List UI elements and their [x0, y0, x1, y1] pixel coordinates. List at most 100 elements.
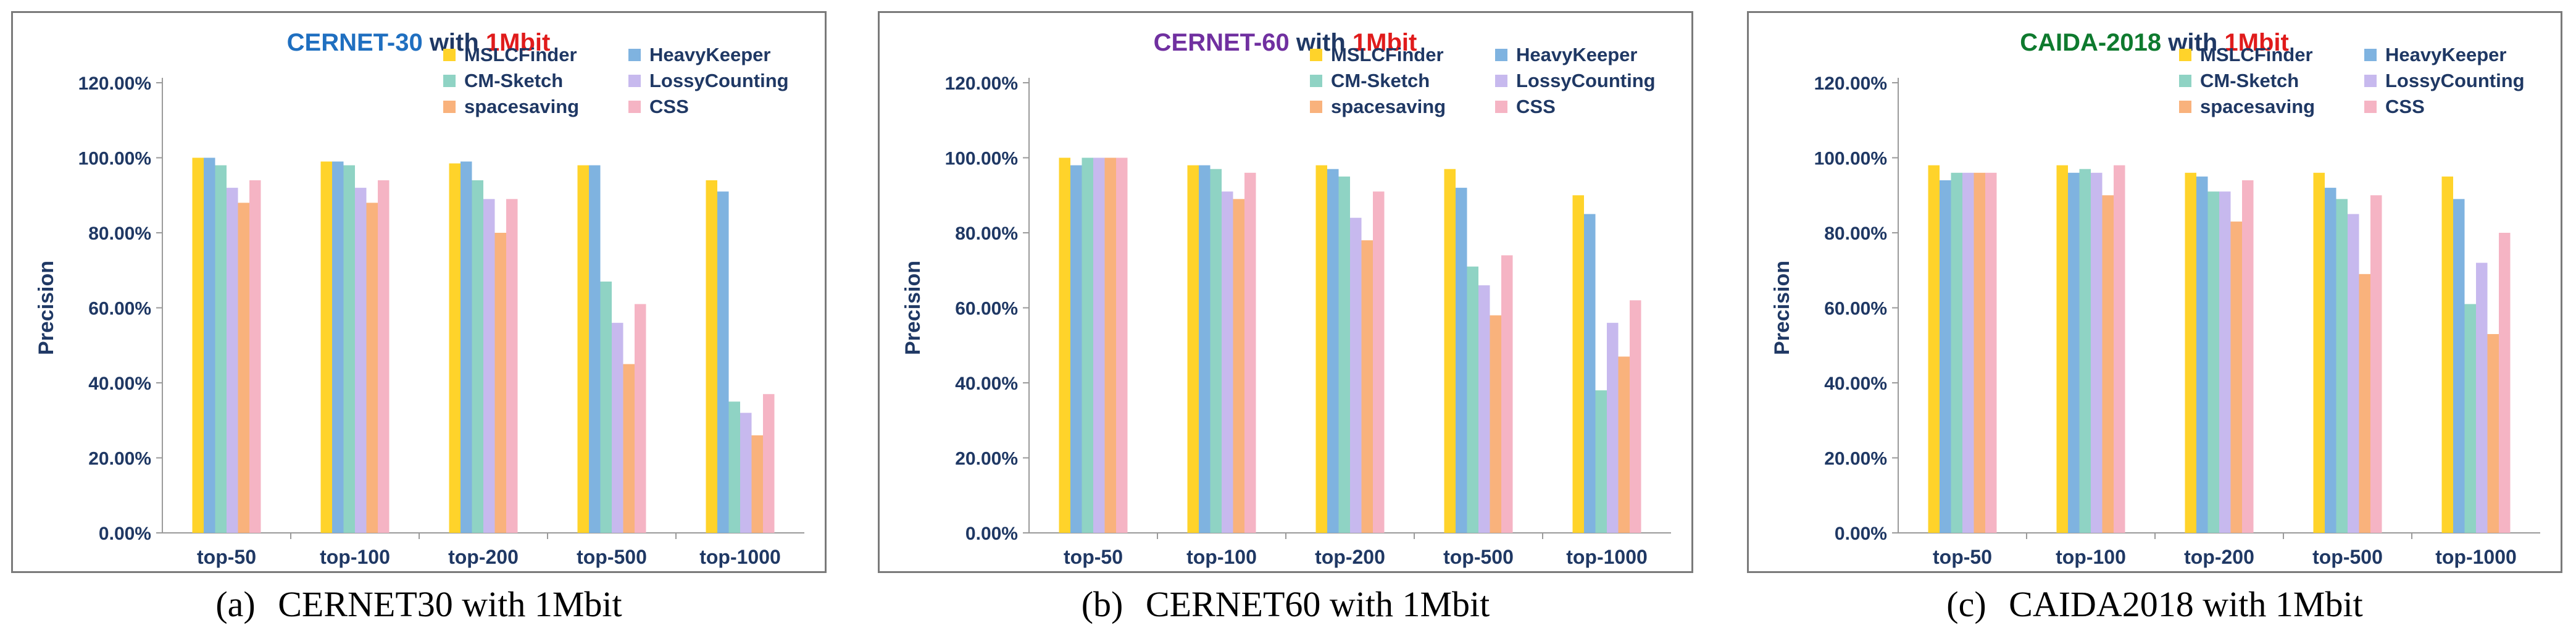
legend-swatch-mslcfinder	[443, 49, 456, 61]
bar-cm-sketch-top-200	[472, 180, 483, 533]
x-tick-label: top-50	[1933, 546, 1992, 568]
y-tick-label: 20.00%	[88, 449, 151, 469]
x-tick-label: top-1000	[699, 546, 781, 568]
bar-spacesaving-top-100	[1233, 199, 1244, 533]
x-tick-label: top-1000	[2435, 546, 2517, 568]
bar-lossycounting-top-500	[612, 322, 623, 533]
bar-mslcfinder-top-50	[1928, 165, 1940, 533]
bar-mslcfinder-top-200	[449, 163, 461, 533]
bar-css-top-50	[1116, 157, 1128, 533]
bar-heavykeeper-top-50	[1940, 180, 1951, 533]
bar-mslcfinder-top-50	[1059, 157, 1070, 533]
chart-panel-a-frame	[11, 11, 827, 573]
chart-panel-c-frame	[1747, 11, 2562, 573]
legend-swatch-heavykeeper	[628, 49, 641, 61]
y-tick-label: 60.00%	[1824, 299, 1887, 319]
bar-mslcfinder-top-200	[1315, 165, 1327, 533]
bar-heavykeeper-top-1000	[2453, 199, 2465, 533]
legend-swatch-lossycounting	[628, 75, 641, 87]
caption-a-text: CERNET30 with 1Mbit	[278, 584, 622, 624]
bar-heavykeeper-top-500	[589, 165, 601, 533]
bar-lossycounting-top-1000	[2476, 262, 2488, 533]
legend-swatch-spacesaving	[1310, 101, 1322, 113]
bar-lossycounting-top-200	[483, 199, 495, 533]
y-tick-label: 80.00%	[955, 224, 1018, 244]
x-tick-label: top-200	[1315, 546, 1385, 568]
bar-spacesaving-top-1000	[1618, 356, 1630, 533]
bar-mslcfinder-top-100	[320, 161, 332, 533]
bar-spacesaving-top-500	[1490, 315, 1501, 533]
legend-label-mslcfinder: MSLCFinder	[2200, 44, 2313, 65]
legend-swatch-cm-sketch	[443, 75, 456, 87]
bar-spacesaving-top-1000	[2487, 334, 2499, 533]
bar-spacesaving-top-500	[2359, 274, 2370, 533]
bar-cm-sketch-top-200	[2207, 191, 2219, 533]
legend-swatch-css	[1495, 101, 1507, 113]
bar-css-top-1000	[2499, 233, 2511, 533]
caption-b-text: CERNET60 with 1Mbit	[1145, 584, 1490, 624]
bar-lossycounting-top-100	[355, 188, 367, 533]
legend-swatch-css	[628, 101, 641, 113]
x-tick-label: top-500	[577, 546, 647, 568]
bar-heavykeeper-top-200	[1327, 169, 1339, 533]
bar-heavykeeper-top-500	[1456, 188, 1467, 533]
bar-spacesaving-top-200	[2230, 221, 2242, 533]
y-tick-label: 20.00%	[1824, 449, 1887, 469]
bar-cm-sketch-top-1000	[728, 401, 740, 533]
bar-mslcfinder-top-200	[2185, 172, 2196, 533]
legend-swatch-lossycounting	[2364, 75, 2377, 87]
chart-title-memory: 1Mbit	[486, 29, 550, 56]
y-axis-label: Precision	[901, 261, 925, 355]
bar-mslcfinder-top-500	[2313, 172, 2325, 533]
x-tick-label: top-50	[197, 546, 256, 568]
bar-css-top-50	[249, 180, 261, 533]
legend-label-lossycounting: LossyCounting	[649, 70, 789, 91]
y-tick-label: 120.00%	[1814, 73, 1887, 94]
bar-cm-sketch-top-500	[1467, 266, 1478, 533]
bar-cm-sketch-top-100	[343, 165, 355, 533]
legend-label-heavykeeper: HeavyKeeper	[2385, 44, 2506, 65]
y-tick-label: 80.00%	[1824, 224, 1887, 244]
legend-label-css: CSS	[649, 96, 689, 117]
bar-cm-sketch-top-50	[1951, 172, 1962, 533]
bar-mslcfinder-top-500	[577, 165, 589, 533]
bar-lossycounting-top-50	[227, 188, 238, 533]
chart-title: CAIDA-2018 with 1Mbit	[2020, 29, 2289, 56]
x-tick-label: top-500	[1443, 546, 1514, 568]
legend-swatch-heavykeeper	[1495, 49, 1507, 61]
chart-title-with: with	[2161, 29, 2224, 56]
y-axis-label: Precision	[1770, 261, 1794, 355]
x-tick-label: top-500	[2312, 546, 2383, 568]
bar-spacesaving-top-50	[1974, 172, 1985, 533]
legend-label-mslcfinder: MSLCFinder	[464, 44, 577, 65]
bar-css-top-200	[1373, 191, 1385, 533]
bar-heavykeeper-top-50	[1070, 165, 1082, 533]
bar-spacesaving-top-200	[494, 233, 506, 533]
bar-lossycounting-top-200	[1350, 217, 1362, 533]
bar-lossycounting-top-1000	[740, 412, 752, 533]
bar-spacesaving-top-100	[366, 203, 378, 533]
y-tick-label: 20.00%	[955, 449, 1018, 469]
bar-css-top-200	[506, 199, 518, 533]
bar-cm-sketch-top-50	[1082, 157, 1093, 533]
caption-c: (c) CAIDA2018 with 1Mbit	[1747, 584, 2562, 625]
bar-cm-sketch-top-50	[215, 165, 227, 533]
chart-title-dataset: CERNET-30	[287, 29, 423, 56]
bar-lossycounting-top-100	[1222, 191, 1233, 533]
bar-lossycounting-top-1000	[1607, 322, 1619, 533]
bar-css-top-50	[1985, 172, 1997, 533]
bar-heavykeeper-top-100	[332, 161, 344, 533]
legend-swatch-lossycounting	[1495, 75, 1507, 87]
y-axis-label: Precision	[35, 261, 58, 355]
chart-title-memory: 1Mbit	[2224, 29, 2288, 56]
bar-mslcfinder-top-1000	[2441, 176, 2453, 533]
bar-css-top-500	[635, 304, 646, 533]
y-tick-label: 40.00%	[955, 374, 1018, 394]
bar-css-top-100	[1244, 172, 1256, 533]
legend-swatch-mslcfinder	[1310, 49, 1322, 61]
caption-a-label: (a)	[215, 584, 256, 624]
chart-title-dataset: CAIDA-2018	[2020, 29, 2161, 56]
chart-panel-b: CERNET-60 with 1Mbit Precision 0.00% 20.00%…	[901, 29, 1671, 568]
caption-c-text: CAIDA2018 with 1Mbit	[2009, 584, 2363, 624]
caption-c-label: (c)	[1946, 584, 1986, 624]
